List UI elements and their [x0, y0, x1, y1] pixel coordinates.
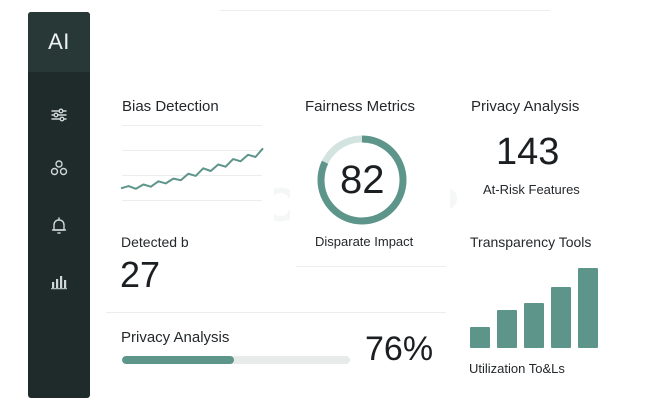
privacy-progress-title: Privacy Analysis: [121, 329, 230, 346]
privacy-progress-card: [106, 314, 446, 386]
fairness-gauge: [317, 135, 407, 225]
utilization-bar: [578, 268, 598, 348]
top-divider: [220, 10, 550, 11]
fairness-score: 82: [340, 158, 385, 202]
at-risk-caption: At-Risk Features: [483, 182, 580, 197]
at-risk-count: 143: [496, 131, 560, 173]
fairness-metrics-card: [290, 84, 450, 268]
users-icon: [50, 160, 68, 176]
utilization-bar: [497, 310, 517, 348]
utilization-bar: [551, 287, 571, 348]
fairness-divider: [296, 266, 446, 267]
privacy-progress-bar: [122, 356, 350, 364]
privacy-progress-divider: [106, 312, 446, 313]
privacy-analysis-title: Privacy Analysis: [471, 98, 580, 115]
bias-grid-line-4: [122, 200, 262, 201]
gauge-arc: [317, 135, 407, 225]
transparency-tools-title: Transparency Tools: [470, 234, 592, 250]
bias-trend-chart: [120, 147, 264, 190]
utilization-caption: Utilization To&Ls: [469, 361, 565, 376]
bias-grid-line-2: [122, 150, 262, 151]
utilization-bar: [524, 303, 544, 348]
detected-label: Detected b: [121, 234, 189, 250]
nav-item-notifications[interactable]: [28, 211, 90, 241]
bias-detection-card: [106, 84, 274, 298]
privacy-percent: 76%: [365, 330, 434, 368]
sidebar: AI: [28, 12, 90, 398]
privacy-progress-fill: [122, 356, 234, 364]
fairness-metrics-title: Fairness Metrics: [305, 98, 416, 115]
privacy-analysis-card: [458, 84, 618, 214]
sliders-icon: [51, 108, 67, 122]
nav-item-analytics[interactable]: [28, 266, 90, 296]
detected-value: 27: [120, 254, 161, 295]
bell-icon: [51, 217, 67, 234]
fairness-caption: Disparate Impact: [315, 234, 414, 249]
bar-chart-icon: [51, 276, 67, 290]
nav-item-filters[interactable]: [28, 100, 90, 130]
bias-grid-line-1: [122, 125, 262, 126]
nav-item-users[interactable]: [28, 153, 90, 183]
utilization-bar: [470, 327, 490, 348]
bias-detection-title: Bias Detection: [122, 98, 219, 115]
app-logo: AI: [28, 12, 90, 72]
bias-trend-line: [120, 147, 264, 190]
